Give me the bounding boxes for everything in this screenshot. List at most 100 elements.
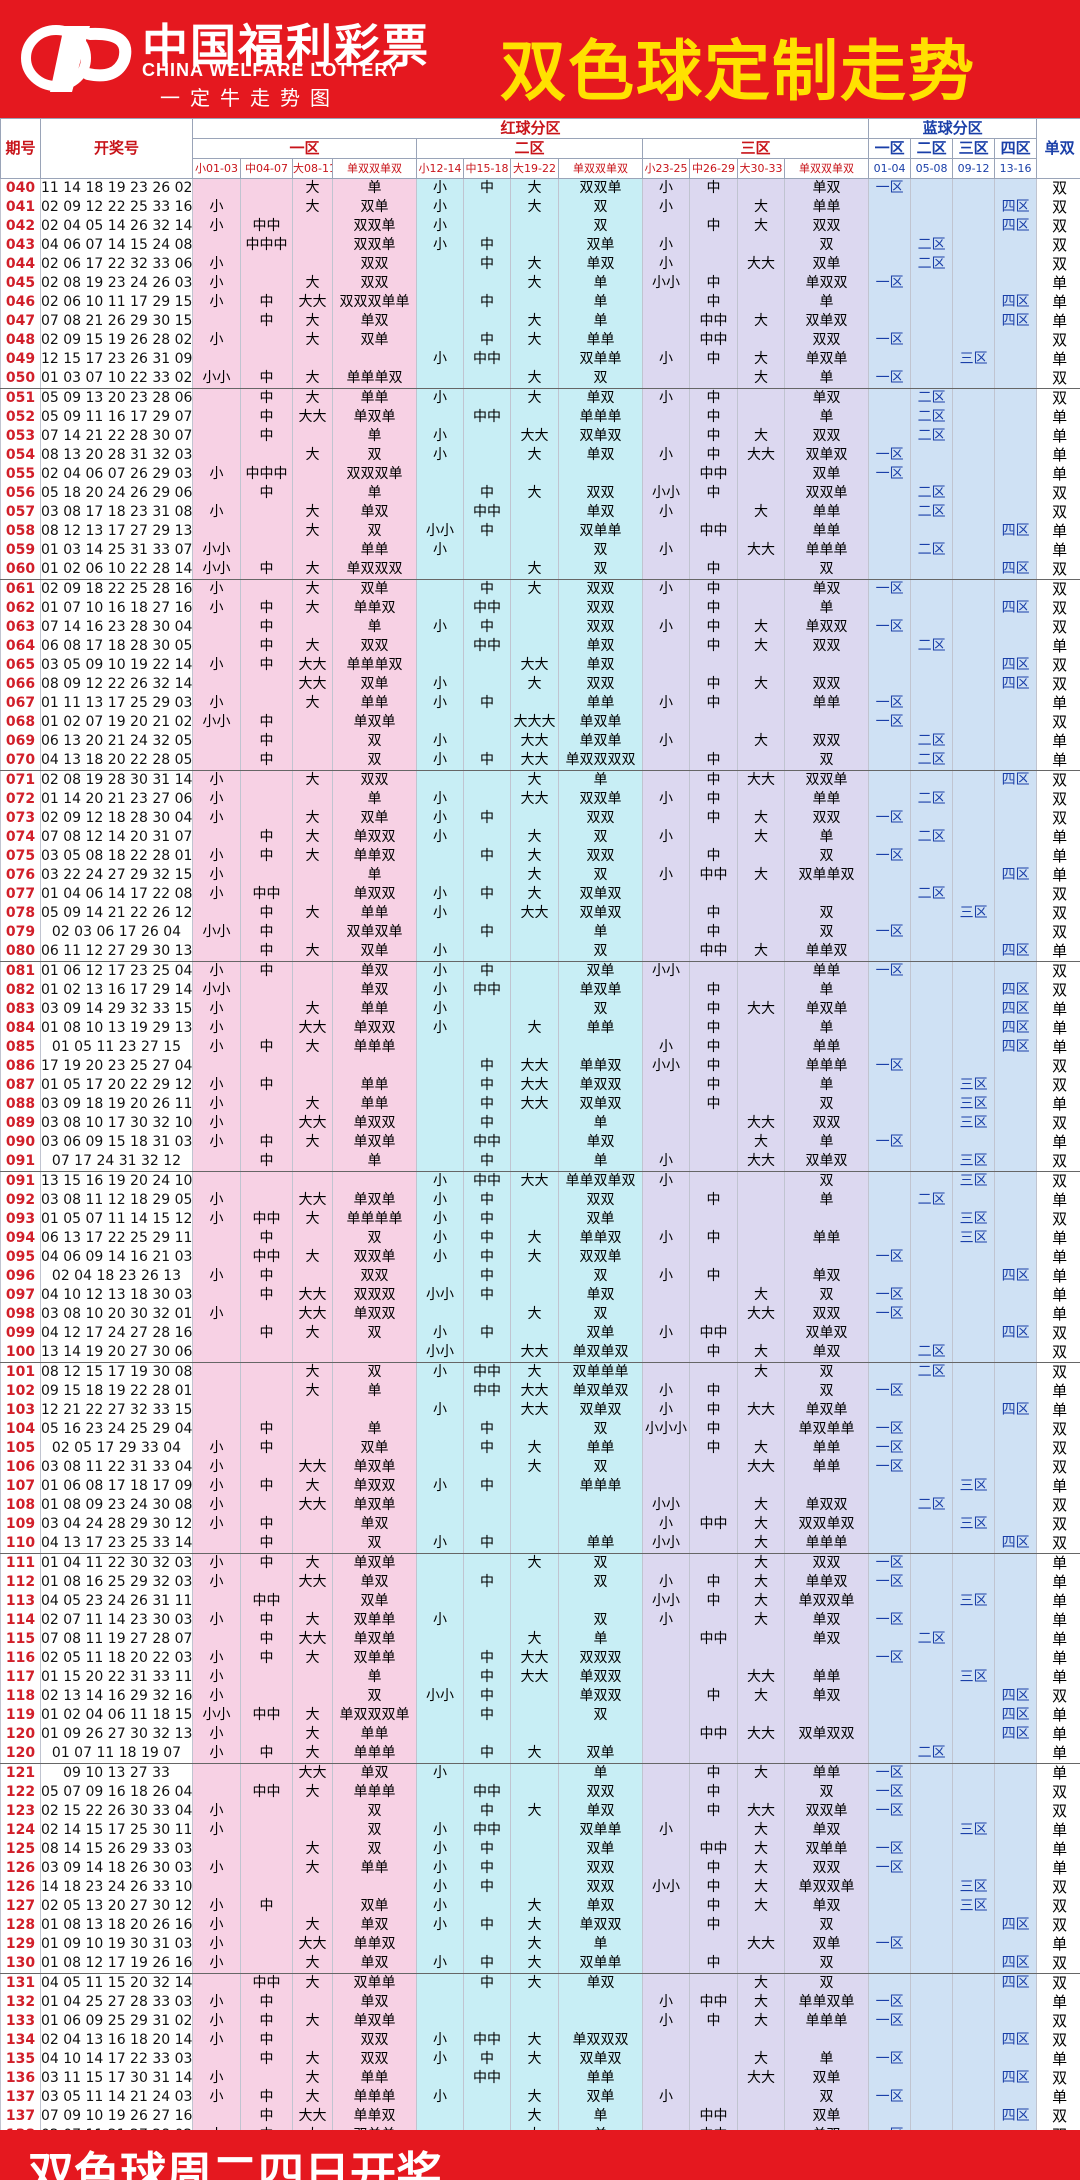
- blue-zone-1-cell: 一区: [868, 2050, 912, 2069]
- blue-oddeven-cell: 双: [1036, 1362, 1080, 1382]
- zone3-small-cell: [642, 1802, 690, 1821]
- zone3-big-cell: 大大: [737, 1152, 785, 1172]
- table-row: 104 05 16 23 24 25 29 04 中单中双小小小中单双单单 一区双: [0, 1420, 1080, 1439]
- blue-zone-2-cell: [910, 1534, 954, 1554]
- blue-oddeven-cell: 单: [1036, 1744, 1080, 1764]
- zone2-oddeven-cell: 双: [558, 369, 643, 389]
- table-row: 112 01 08 16 25 29 32 03 小大大 单双中双小中大单单双 一区单: [0, 1573, 1080, 1592]
- zone2-mid-cell: 中中: [463, 350, 511, 369]
- issue-cell: 069: [0, 732, 41, 751]
- zone1-big-cell: 大: [292, 1973, 333, 1993]
- zone2-oddeven-cell: 单: [558, 274, 643, 293]
- zone3-oddeven-cell: 单单单: [783, 1534, 870, 1554]
- zone1-small-cell: 小: [192, 1954, 241, 1974]
- table-row: 137 03 05 11 14 21 24 03 小中大单单单小大双单小双一区单: [0, 2088, 1080, 2107]
- zone3-small-cell: 小小: [642, 1878, 690, 1897]
- zone2-mid-cell: [463, 1592, 511, 1611]
- zone1-mid-cell: [240, 1191, 293, 1210]
- draw-numbers-cell: 02 09 18 22 25 28 16: [40, 579, 193, 599]
- zone2-oddeven-cell: 单双: [558, 637, 643, 656]
- draw-numbers-cell: 01 03 07 10 22 33 02: [40, 369, 193, 389]
- blue-oddeven-cell: 单: [1036, 694, 1080, 713]
- zone2-small-cell: 小: [416, 1229, 464, 1248]
- zone2-small-cell: [416, 1802, 464, 1821]
- zone1-big-cell: [292, 1515, 333, 1534]
- zone1-big-cell: 大大: [292, 1573, 333, 1592]
- zone1-small-cell: [192, 446, 241, 465]
- zone1-oddeven-cell: 单单: [332, 1859, 417, 1878]
- table-row: 071 02 08 19 28 30 31 14 小大双双大单中大大 双双单 四区双: [0, 770, 1080, 790]
- blue-zone-4-cell: [994, 2050, 1038, 2069]
- zone3-oddeven-cell: 双: [783, 1362, 870, 1382]
- zone3-mid-cell: 中: [689, 770, 738, 790]
- zone3-big-cell: 大: [737, 1897, 785, 1916]
- zone1-big-cell: [292, 1401, 333, 1420]
- zone3-small-cell: [642, 1248, 690, 1267]
- zone3-oddeven-cell: [783, 713, 870, 732]
- zone3-mid-cell: 中中: [689, 312, 738, 331]
- blue-zone-2-cell: [910, 1057, 954, 1076]
- zone2-oddeven-cell: 单双单双: [558, 1382, 643, 1401]
- zone3-oddeven-cell: 单单: [783, 790, 870, 809]
- zone3-small-cell: 小: [642, 1038, 690, 1057]
- zone2-oddeven-cell: 双单: [558, 236, 643, 255]
- blue-zone-4-cell: [994, 274, 1038, 293]
- zone3-big-cell: [737, 1783, 785, 1802]
- zone1-oddeven-cell: 双双: [332, 1267, 417, 1286]
- zone1-big-cell: [292, 1897, 333, 1916]
- zone2-oddeven-cell: 单双: [558, 446, 643, 465]
- blue-zone-4-cell: [994, 1152, 1038, 1172]
- blue-zone-1-cell: [868, 2107, 912, 2126]
- blue-zone-2-cell: [910, 923, 954, 942]
- zone1-mid-cell: [240, 1095, 293, 1114]
- zone2-big-cell: 大: [510, 484, 559, 503]
- blue-zone-3-cell: [952, 656, 996, 675]
- zone1-oddeven-cell: 双双双单: [332, 465, 417, 484]
- blue-zone-3-cell: [952, 1725, 996, 1744]
- blue-zone-4-cell: 四区: [994, 1267, 1038, 1286]
- blue-zone-3-cell: [952, 694, 996, 713]
- zone2-small-cell: 小: [416, 1916, 464, 1935]
- blue-zone-2-cell: [910, 1248, 954, 1267]
- issue-cell: 049: [0, 350, 41, 369]
- zone2-big-cell: [510, 408, 559, 427]
- draw-numbers-cell: 01 04 11 22 30 32 03: [40, 1553, 193, 1573]
- issue-cell: 105: [0, 1439, 41, 1458]
- zone2-big-cell: 大大: [510, 1343, 559, 1363]
- blue-zone-3-cell: [952, 1324, 996, 1343]
- zone1-big-cell: [292, 1229, 333, 1248]
- blue-zone-4-cell: [994, 694, 1038, 713]
- zone3-small-cell: [642, 885, 690, 904]
- zone1-mid-cell: [240, 1019, 293, 1038]
- draw-numbers-cell: 01 14 20 21 23 27 06: [40, 790, 193, 809]
- zone1-oddeven-cell: 双: [332, 1840, 417, 1859]
- blue-zone-2-cell: [910, 1668, 954, 1687]
- zone1-oddeven-cell: 单双: [332, 312, 417, 331]
- blue-zone-3-cell: [952, 2031, 996, 2050]
- blue-zone-1-cell: [868, 1343, 912, 1363]
- blue-zone-4-cell: [994, 331, 1038, 350]
- zone1-small-cell: 小小: [192, 369, 241, 389]
- blue-zone-3-cell: [952, 484, 996, 503]
- zone3-mid-cell: 中: [689, 923, 738, 942]
- zone3-oddeven-cell: [783, 1649, 870, 1668]
- zone3-big-cell: [737, 1229, 785, 1248]
- zone3-oddeven-cell: [783, 1210, 870, 1229]
- blue-oddeven-cell: 双: [1036, 1171, 1080, 1191]
- zone2-oddeven-cell: 双: [558, 198, 643, 217]
- header-red-zone: 红球分区: [191, 118, 870, 139]
- zone3-mid-cell: [689, 1611, 738, 1630]
- blue-zone-4-cell: 四区: [994, 2107, 1038, 2126]
- zone3-big-cell: 大: [737, 618, 785, 637]
- table-row: 089 03 08 10 17 30 32 10 小大大 单双双中单大大 双双 三区双: [0, 1114, 1080, 1133]
- blue-zone-3-cell: [952, 961, 996, 981]
- zone2-small-cell: 小: [416, 1840, 464, 1859]
- zone2-mid-cell: 中: [463, 331, 511, 350]
- zone2-mid-cell: 中中: [463, 1171, 511, 1191]
- zone2-big-cell: [510, 1573, 559, 1592]
- zone2-oddeven-cell: 单双单: [558, 732, 643, 751]
- zone3-mid-cell: 中: [689, 1897, 738, 1916]
- blue-zone-4-cell: [994, 790, 1038, 809]
- blue-zone-2-cell: [910, 1477, 954, 1496]
- blue-zone-4-cell: [994, 1840, 1038, 1859]
